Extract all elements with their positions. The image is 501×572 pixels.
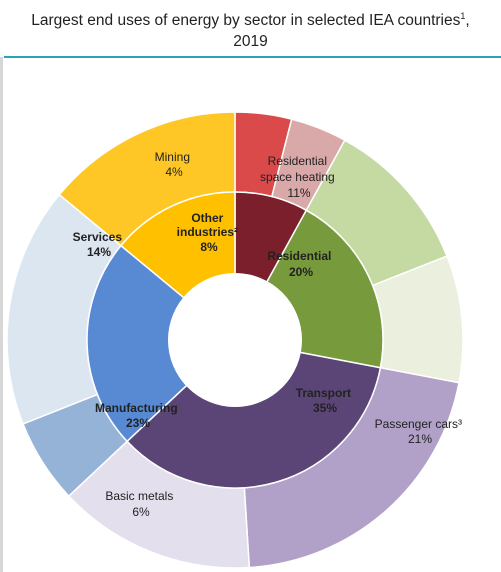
donut-hole	[168, 273, 302, 407]
label-manufacturing: Manufacturing 23%	[95, 401, 181, 430]
label-mining: Mining 4%	[155, 150, 194, 179]
left-border	[0, 57, 3, 572]
label-basic-metals: Basic metals 6%	[105, 489, 176, 519]
title-divider	[4, 56, 501, 58]
title-line-2: 2019	[233, 33, 268, 51]
outer-ring	[6, 111, 464, 569]
label-residential: Residential 20%	[267, 249, 334, 279]
title-line-1: Largest end uses of energy by sector in …	[31, 11, 470, 30]
label-services: Services 14%	[73, 230, 126, 259]
chart-title: Largest end uses of energy by sector in …	[0, 6, 501, 52]
label-other-industries: Other industries² 8%	[177, 211, 242, 254]
label-passenger-cars: Passenger cars³ 21%	[375, 417, 466, 446]
label-residential-space-heating: Residential space heating 11%	[260, 154, 338, 200]
label-transport: Transport 35%	[296, 386, 355, 415]
inner-ring	[86, 191, 384, 489]
